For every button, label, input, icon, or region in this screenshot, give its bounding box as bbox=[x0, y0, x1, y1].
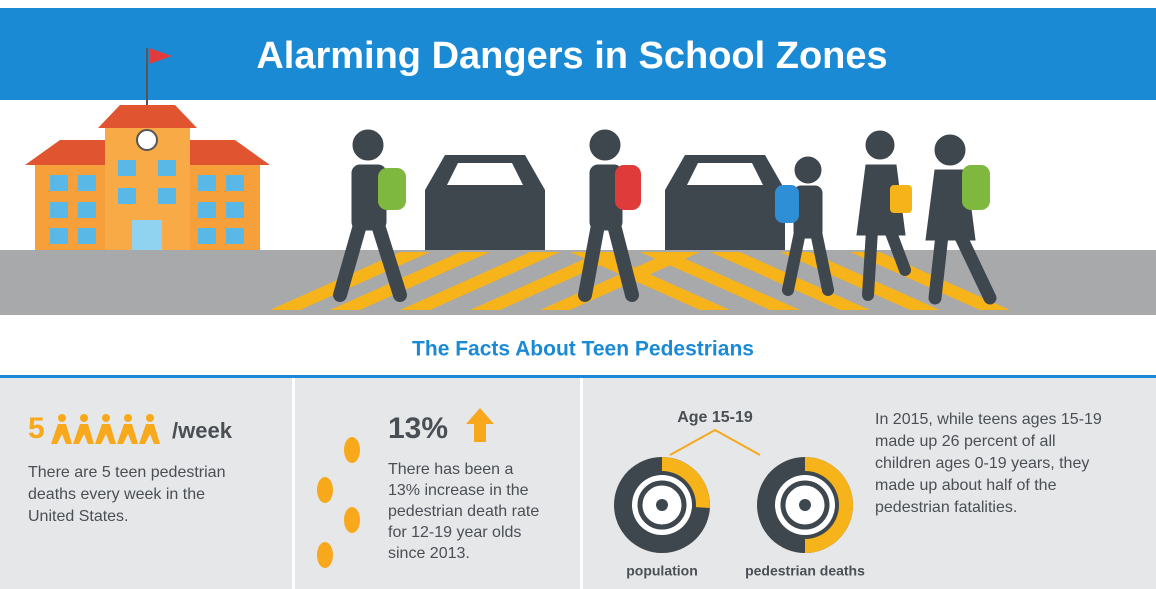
stat-unit: /week bbox=[172, 418, 233, 443]
tire-label: pedestrian deaths bbox=[745, 563, 865, 579]
text-line: for 12-19 year olds bbox=[388, 524, 521, 541]
text-line: children ages 0-19 years, they bbox=[875, 455, 1089, 472]
hub-center bbox=[656, 499, 668, 511]
divider bbox=[292, 378, 295, 589]
text-line: 13% increase in the bbox=[388, 482, 529, 499]
hub-center bbox=[799, 499, 811, 511]
text-line: pedestrian fatalities. bbox=[875, 499, 1017, 516]
text-line: since 2013. bbox=[388, 545, 470, 562]
tire-label: population bbox=[626, 563, 698, 579]
text-line: There are 5 teen pedestrian bbox=[28, 464, 225, 481]
age-label: Age 15-19 bbox=[677, 409, 753, 426]
section-title: The Facts About Teen Pedestrians bbox=[412, 338, 754, 361]
text-line: made up 26 percent of all bbox=[875, 433, 1056, 450]
text-line: made up about half of the bbox=[875, 477, 1057, 494]
text-line: There has been a bbox=[388, 461, 514, 478]
text-line: In 2015, while teens ages 15-19 bbox=[875, 411, 1102, 428]
text-line: deaths every week in the bbox=[28, 486, 205, 503]
title: Alarming Dangers in School Zones bbox=[256, 35, 887, 77]
text-line: pedestrian death rate bbox=[388, 503, 539, 520]
text-line: United States. bbox=[28, 508, 129, 525]
divider bbox=[580, 378, 583, 589]
panel-rule bbox=[0, 375, 1156, 378]
stat-number: 5 bbox=[28, 412, 45, 445]
infographic: Alarming Dangers in School Zones bbox=[0, 0, 1156, 589]
stat-number: 13% bbox=[388, 412, 448, 445]
